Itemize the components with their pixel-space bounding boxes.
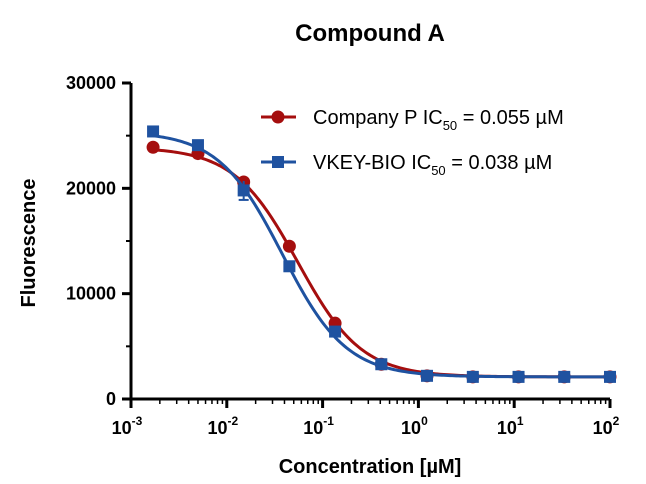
x-tick-label: 10-2 bbox=[207, 414, 238, 438]
axes: 0 10000 20000 30000 10-3 10-2 10-1 100 101 102 bbox=[66, 73, 620, 438]
x-tick-label: 101 bbox=[497, 414, 524, 438]
series-0-fit-line bbox=[152, 148, 610, 379]
series-1-point bbox=[329, 325, 342, 338]
plot-area bbox=[146, 125, 617, 384]
legend-label-0: Company P IC50 = 0.055 µM bbox=[313, 107, 564, 133]
y-tick-label: 20000 bbox=[66, 178, 116, 198]
x-tick-label: 102 bbox=[593, 414, 620, 438]
series-1-point bbox=[147, 125, 160, 138]
series-1-point bbox=[191, 139, 204, 152]
x-tick-label: 10-3 bbox=[112, 414, 143, 438]
legend-label-1: VKEY-BIO IC50 = 0.038 µM bbox=[313, 152, 552, 178]
series-0-point bbox=[146, 140, 160, 154]
x-tick-label: 10-1 bbox=[303, 414, 334, 438]
y-tick-label: 30000 bbox=[66, 73, 116, 93]
x-tick-label: 100 bbox=[401, 414, 428, 438]
series-1-point bbox=[466, 370, 479, 383]
x-axis-label: Concentration [µM] bbox=[279, 456, 462, 478]
series-0-point bbox=[282, 239, 296, 253]
legend: Company P IC50 = 0.055 µM VKEY-BIO IC50 =… bbox=[261, 107, 564, 178]
chart-title: Compound A bbox=[295, 20, 445, 47]
series-1-point bbox=[512, 370, 525, 383]
legend-marker-0 bbox=[271, 110, 285, 124]
y-axis-label: Fluorescence bbox=[18, 179, 40, 308]
y-tick-label: 10000 bbox=[66, 284, 116, 304]
series-1-point bbox=[283, 260, 296, 273]
series-1-point bbox=[237, 184, 250, 197]
series-1-point bbox=[604, 370, 616, 383]
series-1-point bbox=[558, 370, 571, 383]
series-1-point bbox=[375, 358, 388, 371]
legend-marker-1 bbox=[272, 156, 284, 168]
y-tick-label: 0 bbox=[106, 389, 116, 409]
series-1-point bbox=[421, 369, 434, 382]
